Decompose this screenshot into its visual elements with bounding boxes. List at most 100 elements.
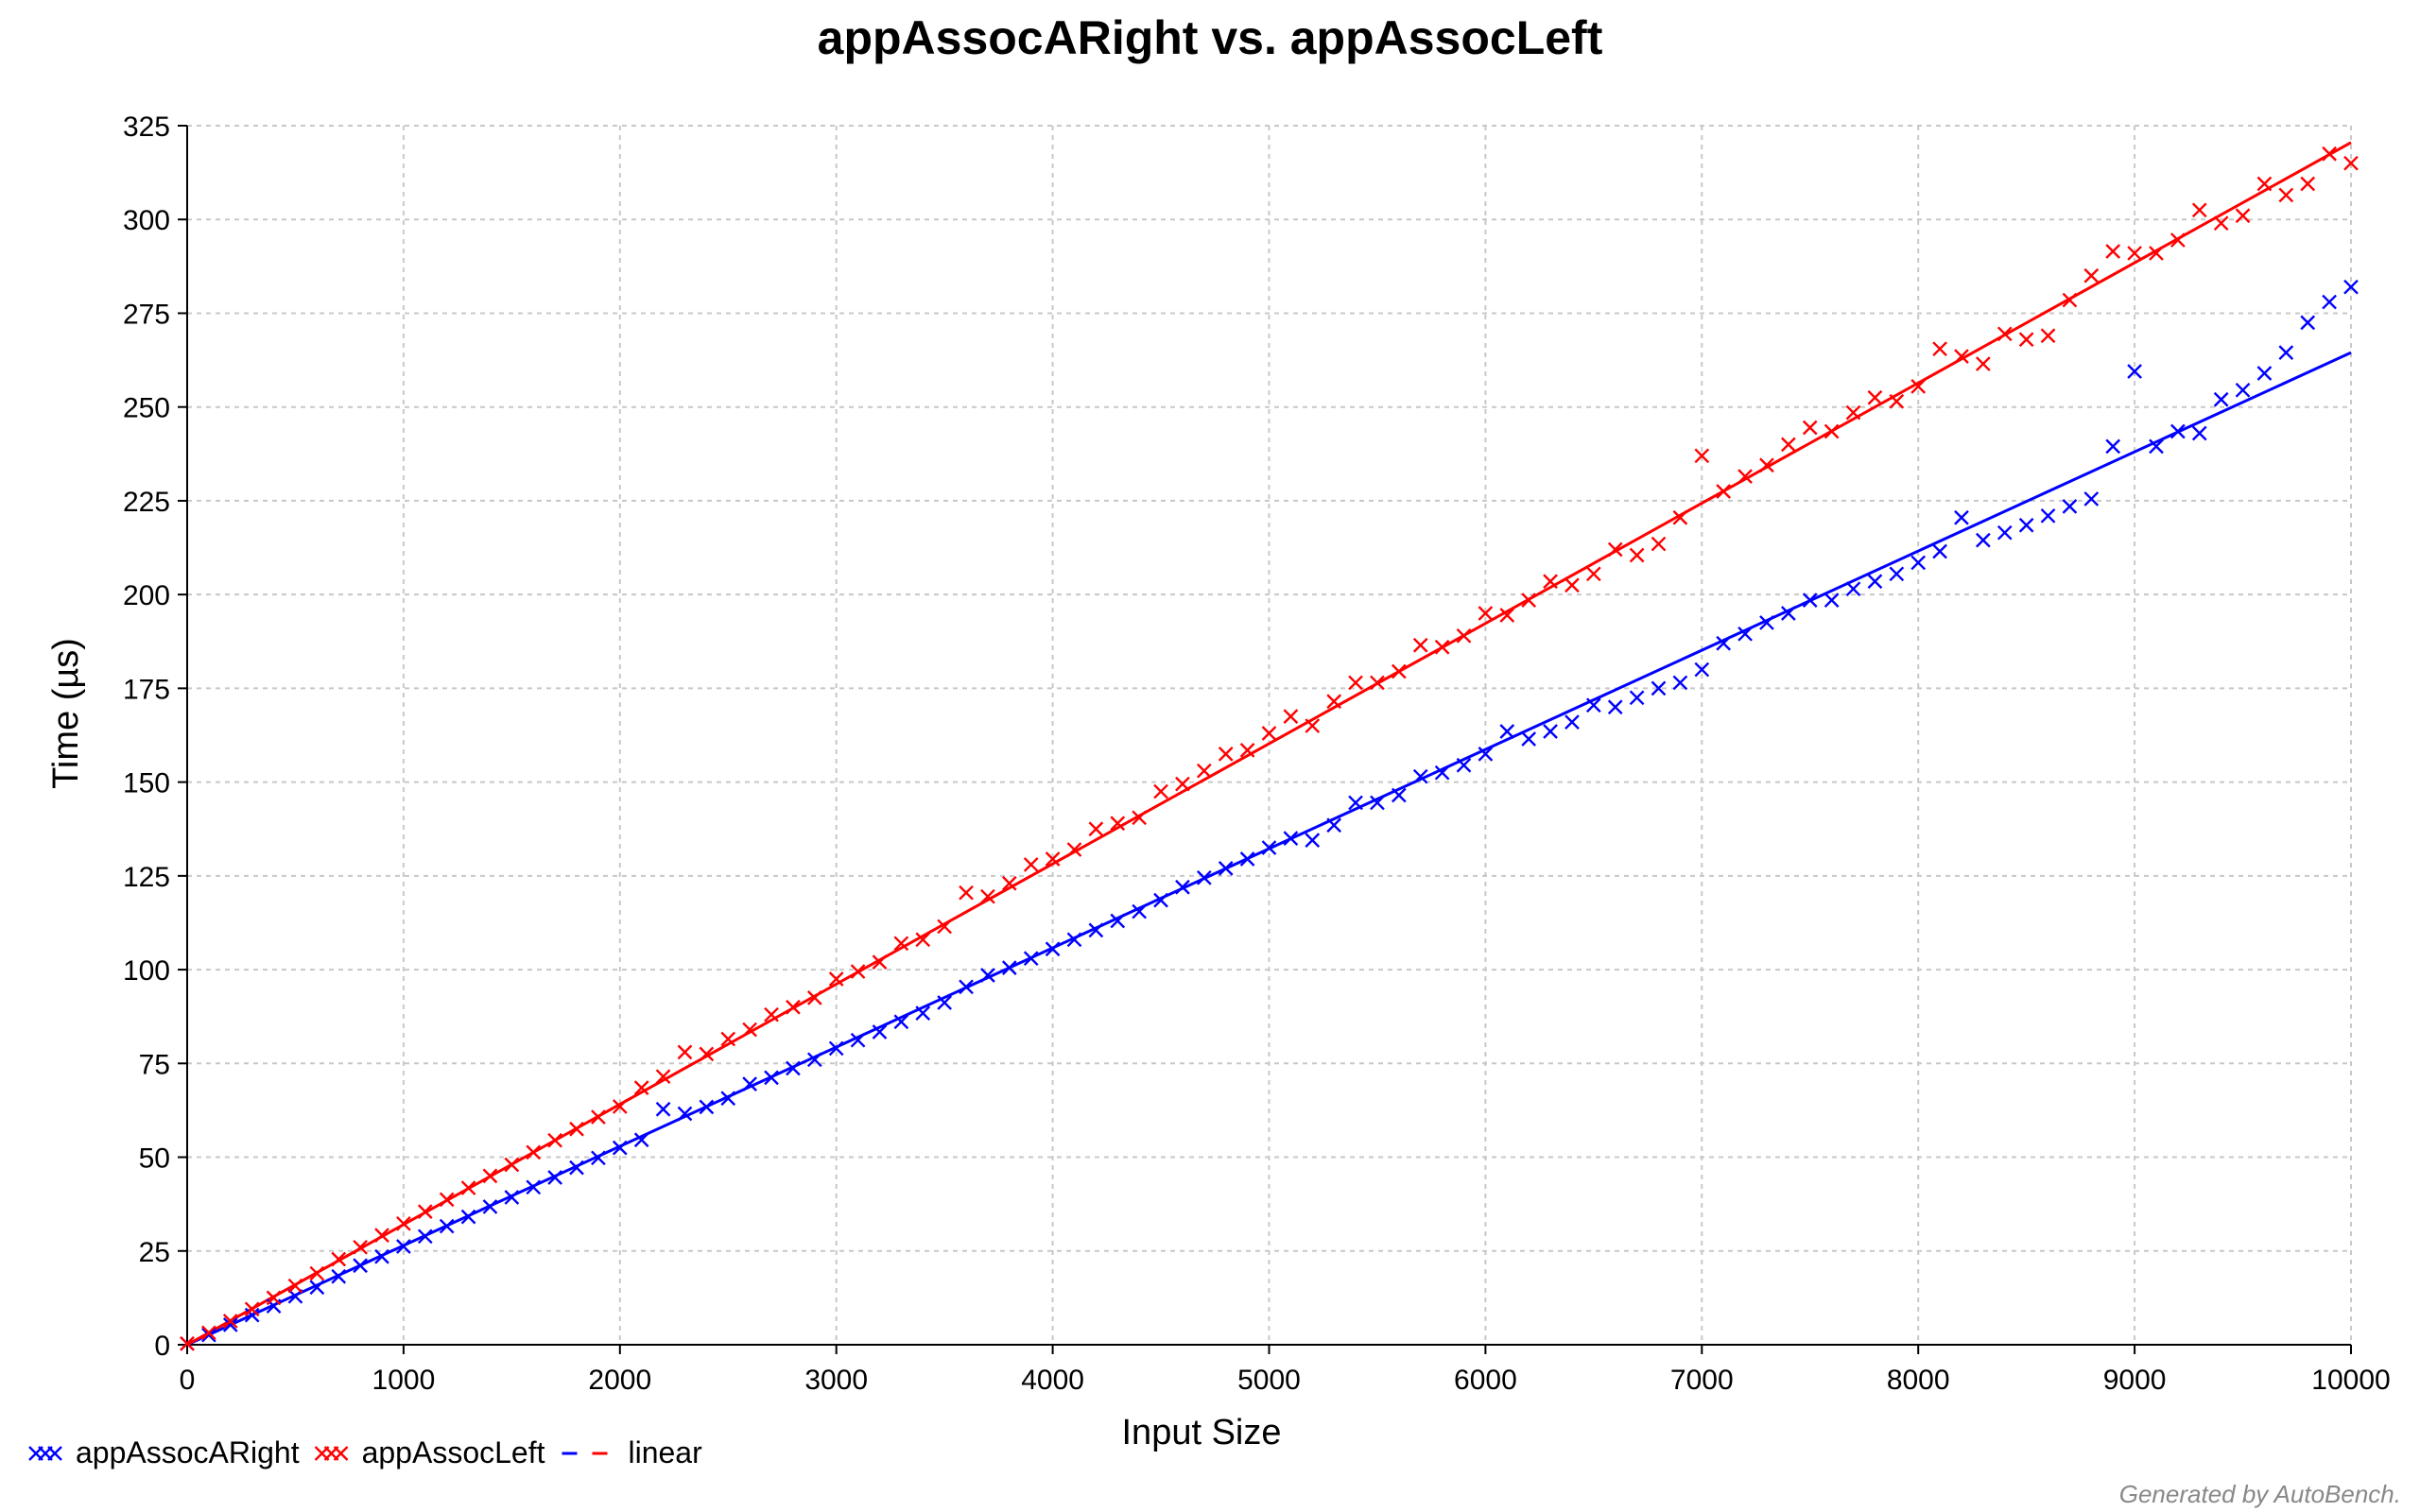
- appAssocARight-point: [2170, 423, 2186, 439]
- appAssocLeft-point: [353, 1239, 368, 1255]
- appAssocARight-point: [2191, 425, 2207, 441]
- y-axis-label: Time (µs): [46, 638, 86, 789]
- appAssocARight-point: [2235, 382, 2251, 398]
- appAssocARight-point: [439, 1218, 455, 1234]
- footer-credit: Generated by AutoBench.: [2119, 1480, 2401, 1508]
- appAssocARight-point: [2278, 345, 2294, 360]
- appAssocLeft-point: [612, 1099, 628, 1114]
- appAssocLeft-point: [1218, 746, 1234, 762]
- y-tick-label: 75: [139, 1049, 170, 1080]
- appAssocLeft-point: [2149, 246, 2164, 261]
- appAssocARight-point: [893, 1014, 909, 1030]
- appAssocARight-point: [828, 1040, 844, 1057]
- appAssocARight-point: [1910, 555, 1927, 571]
- appAssocARight-point: [2062, 499, 2078, 514]
- appAssocLeft-point: [1001, 875, 1017, 891]
- y-tick-label: 200: [123, 580, 170, 611]
- appAssocARight-point: [677, 1106, 693, 1122]
- appAssocLeft-point: [2127, 246, 2142, 261]
- appAssocARight-point: [1239, 851, 1255, 867]
- appAssocARight-point: [1001, 960, 1017, 975]
- appAssocLeft-point: [1239, 743, 1255, 758]
- appAssocARight-point: [1261, 840, 1277, 855]
- appAssocARight-point: [331, 1268, 347, 1284]
- appAssocARight-point: [1543, 724, 1558, 739]
- appAssocARight-point: [937, 995, 952, 1010]
- appAssocARight-point: [2213, 391, 2229, 407]
- appAssocARight-point: [1932, 543, 1947, 559]
- appAssocLeft-point: [591, 1109, 606, 1125]
- appAssocLeft-point: [850, 964, 866, 979]
- appAssocLeft-linear-fit-line: [186, 141, 2352, 1347]
- appAssocLeft-point: [180, 1335, 195, 1351]
- appAssocLeft-point: [959, 885, 974, 901]
- appAssocLeft-point: [1651, 536, 1667, 552]
- data-points: [180, 146, 2359, 1351]
- appAssocARight-point: [2149, 438, 2164, 455]
- y-tick-label: 0: [154, 1331, 170, 1362]
- appAssocLeft-point: [1391, 663, 1407, 679]
- appAssocLeft-point: [1110, 816, 1126, 832]
- y-tick-label: 225: [123, 487, 170, 518]
- appAssocLeft-point: [1694, 448, 1710, 464]
- appAssocLeft-point: [244, 1301, 260, 1317]
- appAssocARight-point: [1218, 861, 1234, 876]
- appAssocLeft-point: [1045, 851, 1061, 867]
- appAssocLeft-point: [504, 1157, 520, 1173]
- appAssocARight-point: [1672, 675, 1688, 691]
- appAssocLeft-point: [331, 1251, 347, 1267]
- appAssocLeft-point: [2191, 202, 2207, 218]
- appAssocARight-point: [915, 1005, 931, 1021]
- appAssocARight-point: [201, 1327, 216, 1343]
- appAssocLeft-point: [1932, 341, 1947, 357]
- y-tick-label: 25: [139, 1237, 170, 1268]
- appAssocARight-point: [806, 1052, 822, 1068]
- appAssocARight-point: [1478, 746, 1494, 762]
- appAssocARight-point: [1845, 581, 1861, 597]
- appAssocLeft-point: [1954, 349, 1969, 364]
- y-tick-label: 175: [123, 674, 170, 705]
- appAssocLeft-point: [222, 1314, 238, 1329]
- legend-marker-icon: [47, 1446, 62, 1461]
- appAssocARight-point: [1023, 951, 1039, 967]
- appAssocLeft-point: [1824, 423, 1840, 439]
- appAssocARight-point: [959, 979, 974, 995]
- appAssocARight-point: [699, 1099, 715, 1115]
- appAssocLeft-point: [1564, 577, 1580, 593]
- x-tick-label: 10000: [2311, 1365, 2390, 1396]
- appAssocLeft-point: [1132, 810, 1148, 826]
- appAssocARight-point: [2256, 366, 2273, 381]
- appAssocARight-point: [2105, 438, 2121, 455]
- grid: [187, 125, 2352, 1345]
- x-tick-label: 7000: [1670, 1365, 1734, 1396]
- x-tick-label: 1000: [372, 1365, 436, 1396]
- appAssocLeft-point: [1153, 783, 1168, 799]
- appAssocLeft-point: [1976, 356, 1991, 371]
- appAssocLeft-point: [980, 888, 995, 904]
- appAssocLeft-point: [374, 1228, 389, 1243]
- x-tick-label: 0: [180, 1365, 196, 1396]
- appAssocARight-point: [633, 1132, 649, 1148]
- chart-title: appAssocARight vs. appAssocLeft: [818, 11, 1603, 64]
- appAssocLeft-point: [1629, 547, 1645, 563]
- appAssocARight-point: [569, 1160, 584, 1176]
- appAssocARight-point: [1867, 574, 1883, 590]
- appAssocLeft-point: [2322, 146, 2337, 162]
- appAssocARight-point: [287, 1288, 303, 1304]
- appAssocARight-point: [1088, 922, 1104, 938]
- appAssocLeft-point: [1867, 389, 1883, 405]
- appAssocARight-point: [1564, 714, 1580, 730]
- appAssocLeft-point: [439, 1192, 455, 1208]
- appAssocARight-point: [764, 1070, 779, 1086]
- appAssocARight-point: [374, 1248, 389, 1264]
- x-tick-label: 4000: [1021, 1365, 1084, 1396]
- appAssocARight-point: [417, 1228, 433, 1245]
- appAssocARight-point: [396, 1239, 411, 1254]
- appAssocARight-point: [1456, 757, 1472, 773]
- y-tick-label: 325: [123, 112, 170, 143]
- appAssocARight-point: [309, 1280, 325, 1296]
- appAssocARight-point: [1889, 566, 1905, 582]
- legend-label: appAssocLeft: [362, 1435, 545, 1469]
- appAssocARight-point: [222, 1317, 238, 1332]
- appAssocARight-point: [2018, 517, 2034, 533]
